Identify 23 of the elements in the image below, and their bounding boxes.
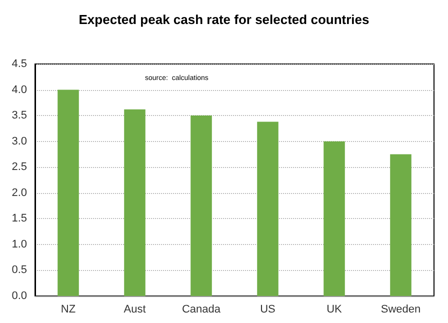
x-tick-label: Aust bbox=[124, 304, 146, 316]
y-tick-label: 1.5 bbox=[12, 212, 27, 225]
x-tick-label: NZ bbox=[60, 304, 76, 316]
bar bbox=[58, 90, 79, 296]
y-tick-label: 3.0 bbox=[12, 135, 27, 148]
bar bbox=[190, 116, 212, 296]
x-tick-label: Canada bbox=[182, 304, 222, 316]
y-tick-label: 0.0 bbox=[12, 290, 27, 302]
bar bbox=[390, 154, 412, 296]
x-tick-label: US bbox=[260, 304, 276, 316]
y-tick-label: 4.5 bbox=[12, 58, 27, 70]
bar bbox=[324, 141, 345, 296]
y-tick-label: 4.0 bbox=[12, 84, 27, 96]
chart-title: Expected peak cash rate for selected countries bbox=[78, 12, 370, 27]
y-tick-label: 3.5 bbox=[12, 110, 27, 122]
y-tick-label: 2.0 bbox=[12, 186, 27, 199]
y-tick-label: 2.5 bbox=[12, 161, 27, 174]
y-tick-label: 0.5 bbox=[12, 264, 27, 276]
x-tick-label: UK bbox=[326, 304, 343, 316]
bar bbox=[124, 109, 146, 296]
x-tick-label: Sweden bbox=[380, 304, 421, 316]
y-tick-label: 1.0 bbox=[12, 238, 27, 250]
bar bbox=[257, 122, 278, 296]
